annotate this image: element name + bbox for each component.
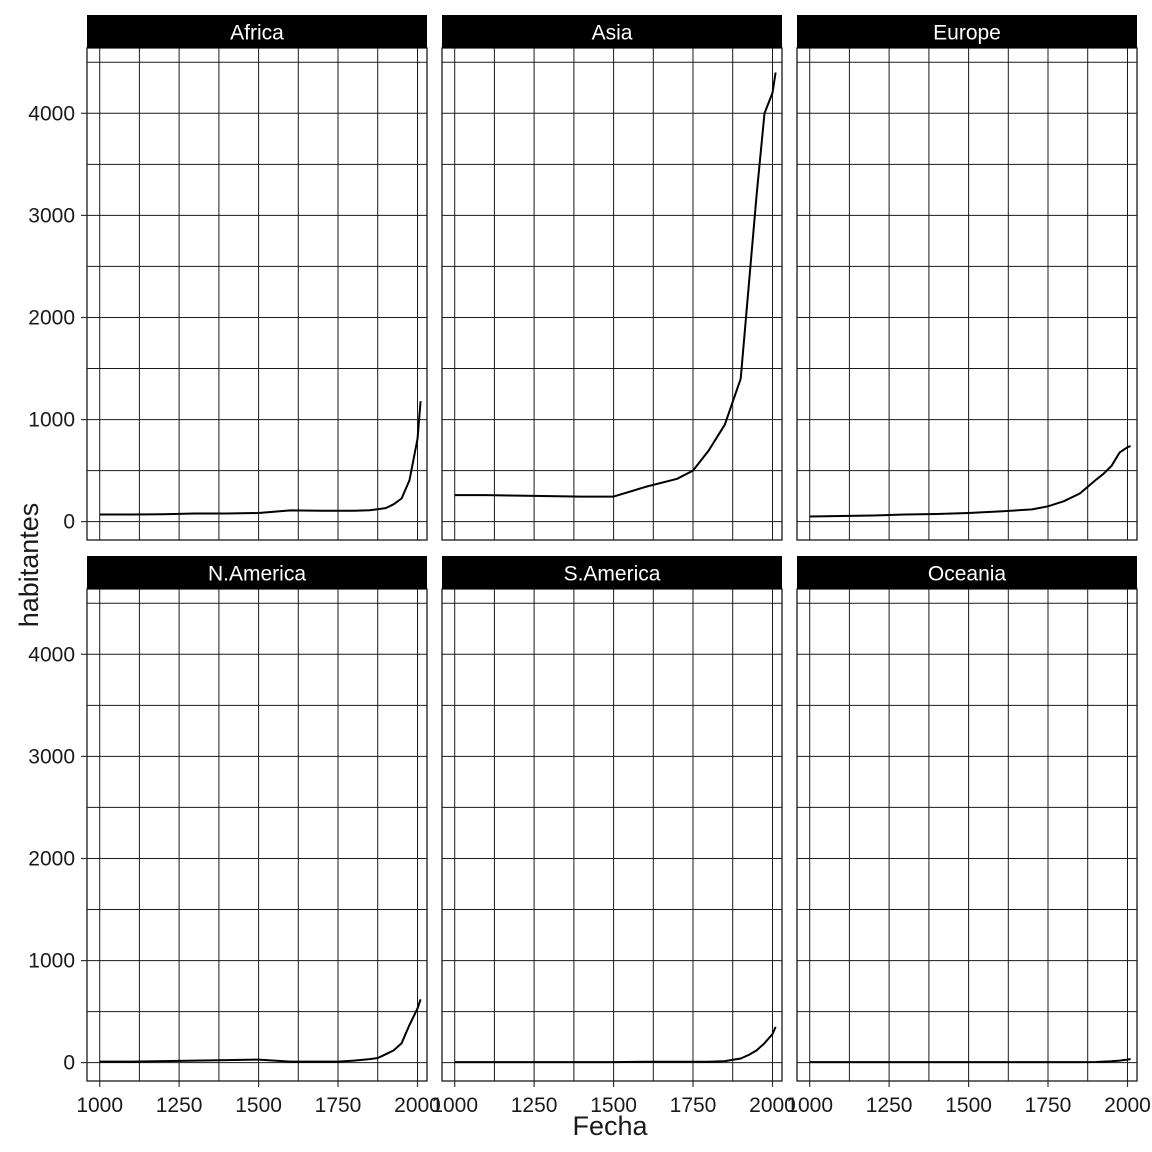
series-line-africa bbox=[99, 401, 422, 516]
y-tick-label: 3000 bbox=[28, 745, 75, 768]
series-line-n-america bbox=[99, 998, 422, 1063]
series-line-asia bbox=[454, 72, 777, 498]
y-axis-title: habitantes bbox=[14, 503, 44, 628]
strip-n-america bbox=[87, 556, 427, 589]
y-tick-label: 2000 bbox=[28, 848, 75, 871]
x-tick-label: 1500 bbox=[590, 1094, 637, 1117]
panel-grid bbox=[797, 48, 1137, 540]
strip-label: S.America bbox=[564, 563, 661, 586]
x-tick-label: 2000 bbox=[394, 1094, 441, 1117]
x-tick-label: 1250 bbox=[156, 1094, 203, 1117]
panel-europe: Europe bbox=[796, 15, 1138, 541]
y-tick-label: 4000 bbox=[28, 643, 75, 666]
strip-label: Europe bbox=[933, 22, 1001, 45]
panel-grid bbox=[87, 48, 427, 540]
x-axis: 1000 1250 1500 1750 2000 bbox=[76, 1081, 441, 1117]
strip-asia bbox=[442, 15, 782, 48]
y-axis: 0 1000 2000 3000 4000 bbox=[28, 643, 87, 1075]
x-tick-label: 1000 bbox=[76, 1094, 123, 1117]
x-tick-label: 1500 bbox=[945, 1094, 992, 1117]
strip-label: Asia bbox=[592, 22, 633, 45]
panel-background bbox=[797, 48, 1137, 540]
x-tick-label: 1750 bbox=[670, 1094, 717, 1117]
y-tick-label: 1000 bbox=[28, 409, 75, 432]
panel-grid bbox=[442, 589, 782, 1081]
strip-s-america bbox=[442, 556, 782, 589]
x-axis: 1000 1250 1500 1750 2000 bbox=[431, 1081, 796, 1117]
x-tick-label: 1500 bbox=[235, 1094, 282, 1117]
panel-s-america: S.America 1000 1250 1500 1750 2000 bbox=[431, 556, 796, 1117]
panel-africa: Africa 0 1000 2000 3000 4000 bbox=[28, 15, 428, 541]
y-tick-label: 1000 bbox=[28, 950, 75, 973]
panel-background bbox=[797, 589, 1137, 1081]
x-tick-label: 1750 bbox=[1025, 1094, 1072, 1117]
y-tick-label: 4000 bbox=[28, 102, 75, 125]
panel-asia: Asia bbox=[441, 15, 783, 541]
strip-label: Oceania bbox=[928, 563, 1007, 586]
series-line-europe bbox=[809, 445, 1131, 518]
x-tick-label: 1000 bbox=[786, 1094, 833, 1117]
x-axis-title: Fecha bbox=[572, 1111, 648, 1141]
strip-africa bbox=[87, 15, 427, 48]
panel-background bbox=[442, 589, 782, 1081]
x-tick-label: 1250 bbox=[866, 1094, 913, 1117]
panel-background bbox=[87, 589, 427, 1081]
panel-grid bbox=[442, 48, 782, 540]
x-tick-label: 1750 bbox=[315, 1094, 362, 1117]
strip-label: Africa bbox=[230, 22, 284, 45]
x-tick-label: 1000 bbox=[431, 1094, 478, 1117]
y-tick-label: 2000 bbox=[28, 307, 75, 330]
x-tick-label: 2000 bbox=[1104, 1094, 1151, 1117]
y-axis: 0 1000 2000 3000 4000 bbox=[28, 102, 87, 534]
x-tick-label: 2000 bbox=[749, 1094, 796, 1117]
panel-background bbox=[87, 48, 427, 540]
strip-label: N.America bbox=[208, 563, 306, 586]
y-tick-label: 3000 bbox=[28, 204, 75, 227]
panel-grid bbox=[87, 589, 427, 1081]
strip-europe bbox=[797, 15, 1137, 48]
x-tick-label: 1250 bbox=[511, 1094, 558, 1117]
x-axis: 1000 1250 1500 1750 2000 bbox=[786, 1081, 1151, 1117]
y-tick-label: 0 bbox=[63, 1052, 75, 1075]
panel-grid bbox=[797, 589, 1137, 1081]
strip-oceania bbox=[797, 556, 1137, 589]
series-line-s-america bbox=[454, 1026, 777, 1064]
y-tick-label: 0 bbox=[63, 511, 75, 534]
panel-oceania: Oceania 1000 1250 1500 1750 2000 bbox=[786, 556, 1151, 1117]
panel-background bbox=[442, 48, 782, 540]
series-line-oceania bbox=[809, 1058, 1131, 1064]
